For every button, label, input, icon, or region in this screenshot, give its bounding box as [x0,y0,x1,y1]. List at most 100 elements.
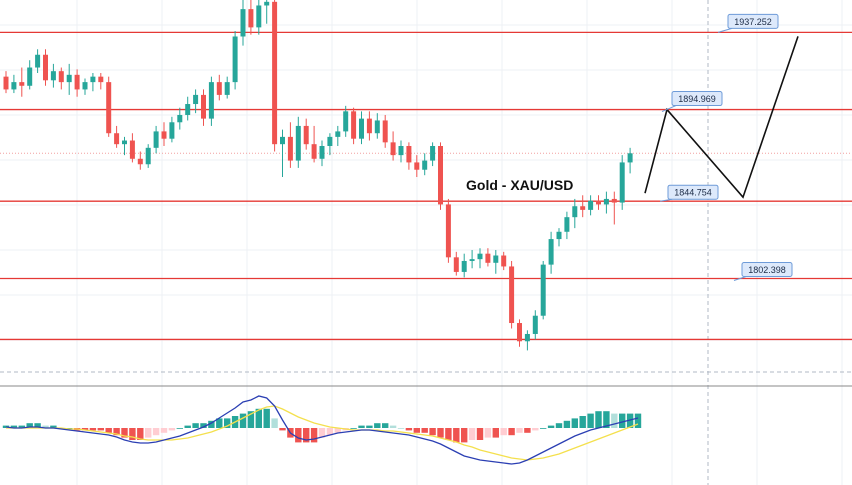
macd-histogram-bar [540,428,547,429]
candle-up [556,231,562,240]
macd-panel [2,395,642,465]
macd-histogram-bar [10,425,18,428]
candle-down [201,94,206,119]
macd-histogram-bar [81,428,89,431]
candle-up [185,104,191,115]
candle-up [224,82,230,95]
candle-down [129,140,135,159]
macd-histogram-bar [97,428,104,431]
macd-histogram-bar [192,423,199,428]
macd-histogram-bar [500,428,507,436]
macd-histogram-bar [279,428,286,431]
candle-up [343,111,349,132]
macd-histogram-bar [34,423,41,428]
level-label-box [741,261,793,277]
candle-up [256,5,262,28]
macd-histogram-bar [216,418,223,428]
level-label-leader [717,27,733,33]
macd-histogram-bar [405,428,413,431]
macd-histogram-bar [524,428,531,433]
macd-histogram-bar [152,428,160,436]
macd-histogram-bar [445,428,452,440]
candle-down [580,206,586,210]
macd-line [5,395,639,465]
candle-down [43,54,48,81]
candle-down [161,131,167,139]
macd-histogram-bar [476,428,484,440]
macd-histogram-bar [50,425,57,428]
macd-histogram-bar [382,423,389,428]
candle-up [264,1,270,6]
level-label-box [727,13,779,29]
macd-histogram-bar [579,416,586,428]
macd-histogram-bar [145,428,152,438]
candle-up [11,82,17,90]
candle-down [58,71,64,83]
macd-histogram-bar [508,428,515,436]
candle-up [50,71,56,81]
macd-histogram-bar [26,423,33,428]
chart-title: Gold - XAU/USD [466,177,574,193]
candle-down [74,74,80,90]
macd-histogram-bar [42,425,49,428]
candle-up [603,198,609,205]
candle-down [611,198,617,203]
candle-up [540,264,546,316]
macd-histogram-bar [603,411,610,428]
candle-up [295,125,301,161]
candle-up [493,255,499,263]
macd-histogram-bar [397,428,405,429]
candle-up [82,82,88,90]
candle-down [19,82,25,86]
candle-up [327,136,333,146]
macd-histogram-bar [121,428,128,438]
candle-down [390,142,396,156]
candle-up [335,131,341,137]
macd-histogram-bar [263,408,270,428]
macd-histogram-bar [334,428,341,433]
macd-signal-line [6,405,639,461]
macd-histogram-bar [18,425,25,428]
candle-up [177,114,183,123]
candle-up [477,253,483,260]
macd-histogram-bar [239,413,247,428]
candle-up [548,239,554,265]
macd-histogram-bar [2,425,10,428]
macd-histogram-bar [200,423,207,428]
macd-histogram-bar [184,425,191,428]
macd-histogram-bar [437,428,444,438]
candle-down [509,266,515,324]
candle-up [422,160,428,170]
macd-histogram-bar [295,428,302,443]
candle-down [287,136,293,161]
projection-line [644,36,799,199]
macd-histogram-bar [453,428,460,443]
macd-histogram-bar [413,428,420,433]
macd-histogram-bar [255,408,262,428]
macd-histogram-bar [516,428,523,433]
candle-up [461,260,467,272]
level-label-leader [733,276,747,281]
macd-histogram-bar [626,413,634,428]
candle-up [564,217,570,232]
candle-up [319,146,325,159]
macd-histogram-bar [247,411,255,428]
candle-down [216,82,222,95]
candle-down [596,200,601,205]
macd-histogram-bar [303,428,310,443]
macd-histogram-bar [619,413,626,428]
candle-up [193,94,199,105]
horizontal-levels [0,31,852,341]
macd-histogram-bar [326,428,334,436]
candle-down [106,82,112,134]
candle-down [248,9,254,28]
level-label-box [671,91,723,107]
candle-up [532,315,538,334]
candle-down [3,76,9,90]
macd-histogram-bar [310,428,318,443]
macd-histogram-bar [137,428,144,440]
macd-histogram-bar [176,428,183,429]
macd-histogram-bar [634,413,642,428]
